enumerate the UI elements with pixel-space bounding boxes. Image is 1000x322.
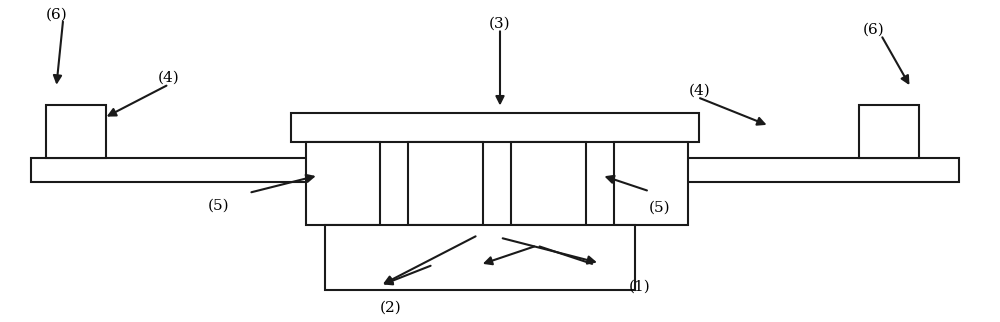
Text: (4): (4)	[689, 84, 710, 98]
Text: (5): (5)	[649, 200, 670, 214]
Text: (4): (4)	[158, 71, 180, 85]
Text: (6): (6)	[863, 23, 885, 37]
Bar	[306, 142, 380, 225]
Text: (2): (2)	[379, 301, 401, 315]
Bar	[614, 142, 688, 225]
Bar	[291, 113, 699, 142]
Bar	[408, 142, 483, 225]
Text: (5): (5)	[208, 199, 230, 213]
Bar	[46, 105, 106, 158]
Text: (6): (6)	[45, 7, 67, 21]
Bar	[31, 158, 335, 182]
Bar	[635, 158, 959, 182]
Bar	[511, 142, 586, 225]
Bar	[859, 105, 919, 158]
Text: (3): (3)	[489, 17, 511, 31]
Text: (1): (1)	[629, 280, 650, 294]
Bar	[325, 225, 635, 290]
